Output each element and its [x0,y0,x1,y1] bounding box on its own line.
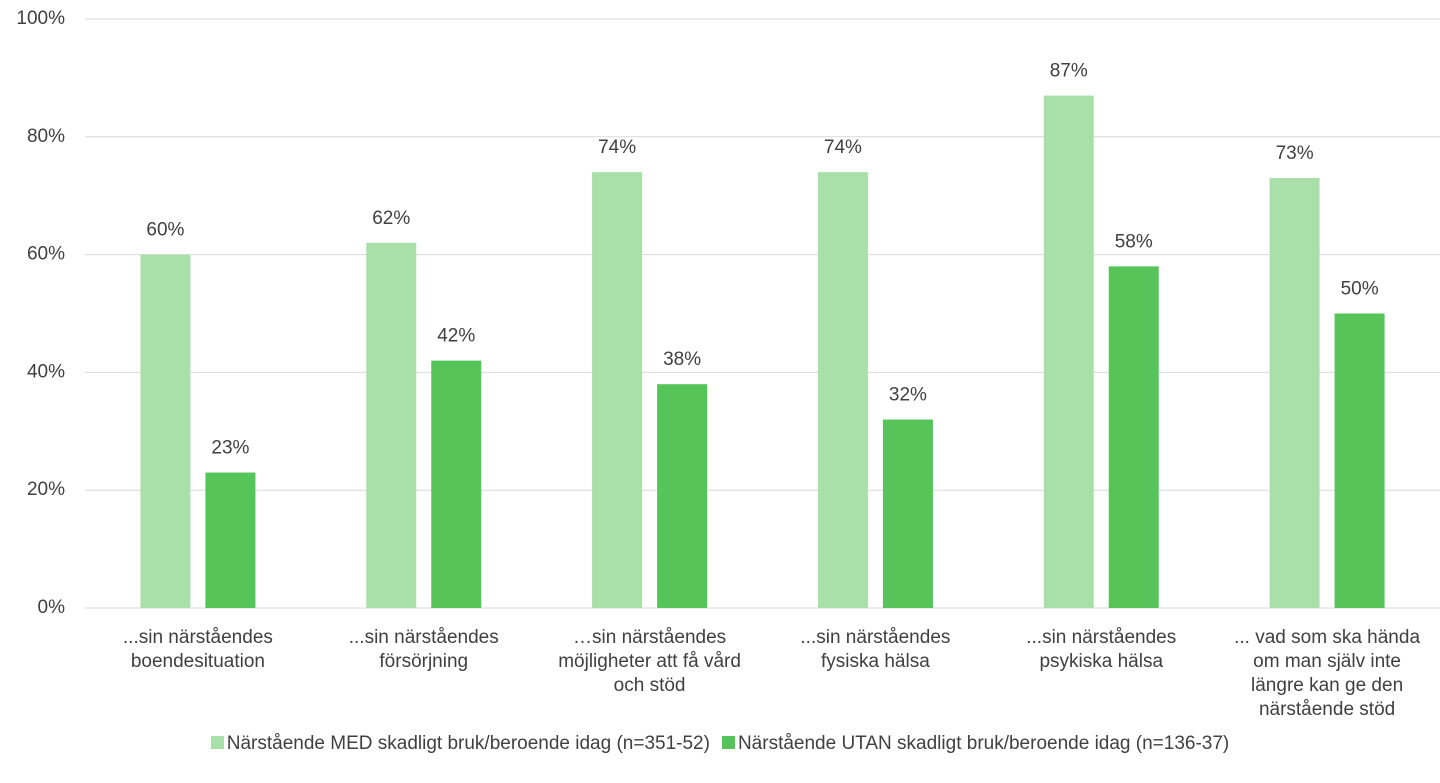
data-label: 23% [211,438,249,459]
bar [1334,313,1385,608]
legend-item: Närstående MED skadligt bruk/beroende id… [210,733,710,755]
y-tick-label: 40% [27,361,65,382]
x-tick-label: ...sin närståendes boendesituation [122,627,273,672]
bar [1269,178,1320,608]
bar [431,360,482,608]
y-tick-label: 20% [27,479,65,500]
y-tick-label: 100% [16,8,65,29]
legend-label: Närstående MED skadligt bruk/beroende id… [226,733,710,754]
data-label: 42% [437,326,475,347]
bar [205,472,256,608]
bar [817,172,868,608]
bar [366,242,417,608]
data-label: 38% [663,349,701,370]
data-label: 73% [1276,143,1314,164]
data-label: 50% [1341,279,1379,300]
y-tick-label: 80% [27,126,65,147]
legend-swatch [210,736,224,749]
data-label: 58% [1115,231,1153,252]
data-label: 62% [372,208,410,229]
legend-label: Närstående UTAN skadligt bruk/beroende i… [737,733,1230,754]
data-label: 74% [598,137,636,158]
x-tick-label: ...sin närståendes psykiska hälsa [1026,627,1177,672]
legend-swatch [721,736,735,749]
data-label: 74% [824,137,862,158]
x-tick-label: …sin närståendes möjligheter att få vård… [558,627,741,696]
x-tick-label: ...sin närståendes fysiska hälsa [800,627,951,672]
data-label: 32% [889,385,927,406]
bar [140,254,191,608]
bar [1043,95,1094,608]
bar [657,384,708,608]
y-tick-label: 0% [38,597,66,618]
bar [592,172,643,608]
x-tick-label: ... vad som ska hända om man själv inte … [1234,627,1421,720]
data-label: 60% [146,220,184,241]
legend: Närstående MED skadligt bruk/beroende id… [0,733,1440,755]
legend-item: Närstående UTAN skadligt bruk/beroende i… [721,733,1230,755]
y-tick-label: 60% [27,244,65,265]
x-tick-label: ...sin närståendes försörjning [348,627,499,672]
data-label: 87% [1050,61,1088,82]
bar [1108,266,1159,608]
bar [882,419,933,608]
